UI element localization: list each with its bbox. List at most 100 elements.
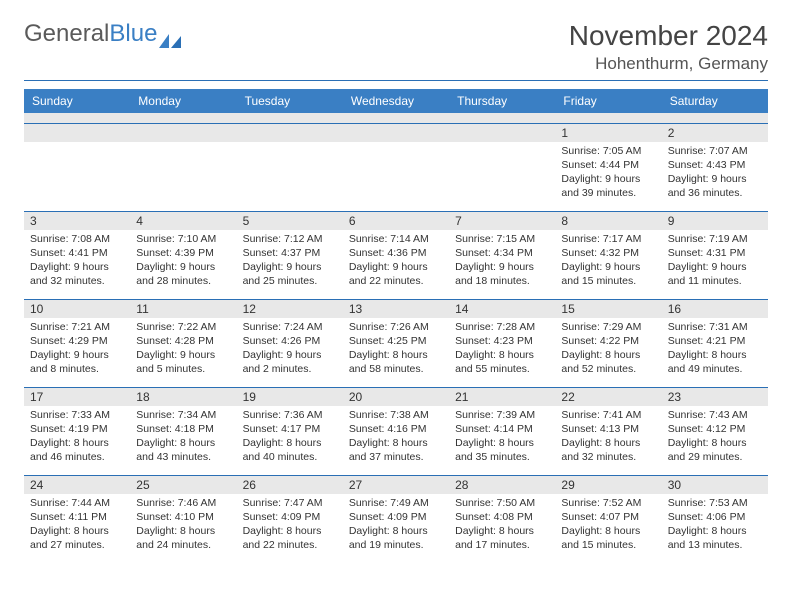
day-number: 8 [555, 212, 661, 230]
empty-cell [24, 123, 130, 211]
day-cell: 18Sunrise: 7:34 AMSunset: 4:18 PMDayligh… [130, 387, 236, 475]
day-info: Sunrise: 7:12 AMSunset: 4:37 PMDaylight:… [237, 230, 343, 293]
day-number: 9 [662, 212, 768, 230]
calendar-row: 10Sunrise: 7:21 AMSunset: 4:29 PMDayligh… [24, 299, 768, 387]
day-info: Sunrise: 7:44 AMSunset: 4:11 PMDaylight:… [24, 494, 130, 557]
brand-part1: General [24, 20, 109, 48]
day-info: Sunrise: 7:52 AMSunset: 4:07 PMDaylight:… [555, 494, 661, 557]
day-info: Sunrise: 7:46 AMSunset: 4:10 PMDaylight:… [130, 494, 236, 557]
day-info: Sunrise: 7:29 AMSunset: 4:22 PMDaylight:… [555, 318, 661, 381]
day-cell: 27Sunrise: 7:49 AMSunset: 4:09 PMDayligh… [343, 475, 449, 563]
day-cell: 5Sunrise: 7:12 AMSunset: 4:37 PMDaylight… [237, 211, 343, 299]
day-info: Sunrise: 7:19 AMSunset: 4:31 PMDaylight:… [662, 230, 768, 293]
calendar-row: 24Sunrise: 7:44 AMSunset: 4:11 PMDayligh… [24, 475, 768, 563]
day-cell: 1Sunrise: 7:05 AMSunset: 4:44 PMDaylight… [555, 123, 661, 211]
brand-part2: Blue [109, 20, 157, 48]
calendar-table: SundayMondayTuesdayWednesdayThursdayFrid… [24, 89, 768, 563]
title-block: November 2024 Hohenthurm, Germany [569, 20, 768, 74]
weekday-header: Sunday [24, 89, 130, 113]
day-cell: 10Sunrise: 7:21 AMSunset: 4:29 PMDayligh… [24, 299, 130, 387]
day-info: Sunrise: 7:36 AMSunset: 4:17 PMDaylight:… [237, 406, 343, 469]
day-info: Sunrise: 7:22 AMSunset: 4:28 PMDaylight:… [130, 318, 236, 381]
weekday-row: SundayMondayTuesdayWednesdayThursdayFrid… [24, 89, 768, 113]
weekday-header: Wednesday [343, 89, 449, 113]
day-cell: 14Sunrise: 7:28 AMSunset: 4:23 PMDayligh… [449, 299, 555, 387]
day-info: Sunrise: 7:10 AMSunset: 4:39 PMDaylight:… [130, 230, 236, 293]
day-number: 30 [662, 476, 768, 494]
day-number: 12 [237, 300, 343, 318]
day-cell: 7Sunrise: 7:15 AMSunset: 4:34 PMDaylight… [449, 211, 555, 299]
day-cell: 13Sunrise: 7:26 AMSunset: 4:25 PMDayligh… [343, 299, 449, 387]
day-info: Sunrise: 7:21 AMSunset: 4:29 PMDaylight:… [24, 318, 130, 381]
calendar-body: 1Sunrise: 7:05 AMSunset: 4:44 PMDaylight… [24, 113, 768, 563]
day-number-blank [24, 124, 130, 142]
calendar-row: 3Sunrise: 7:08 AMSunset: 4:41 PMDaylight… [24, 211, 768, 299]
day-info: Sunrise: 7:31 AMSunset: 4:21 PMDaylight:… [662, 318, 768, 381]
day-number: 21 [449, 388, 555, 406]
day-number: 24 [24, 476, 130, 494]
day-number: 18 [130, 388, 236, 406]
day-number-blank [449, 124, 555, 142]
day-number: 1 [555, 124, 661, 142]
day-cell: 22Sunrise: 7:41 AMSunset: 4:13 PMDayligh… [555, 387, 661, 475]
day-number: 23 [662, 388, 768, 406]
weekday-header: Monday [130, 89, 236, 113]
day-cell: 4Sunrise: 7:10 AMSunset: 4:39 PMDaylight… [130, 211, 236, 299]
day-info: Sunrise: 7:15 AMSunset: 4:34 PMDaylight:… [449, 230, 555, 293]
day-number: 26 [237, 476, 343, 494]
brand-logo: GeneralBlue [24, 20, 181, 48]
day-number: 13 [343, 300, 449, 318]
subheader-row [24, 113, 768, 123]
day-number: 27 [343, 476, 449, 494]
day-number: 2 [662, 124, 768, 142]
day-number: 6 [343, 212, 449, 230]
day-number: 28 [449, 476, 555, 494]
day-cell: 9Sunrise: 7:19 AMSunset: 4:31 PMDaylight… [662, 211, 768, 299]
day-info: Sunrise: 7:24 AMSunset: 4:26 PMDaylight:… [237, 318, 343, 381]
day-cell: 30Sunrise: 7:53 AMSunset: 4:06 PMDayligh… [662, 475, 768, 563]
empty-cell [237, 123, 343, 211]
calendar-head: SundayMondayTuesdayWednesdayThursdayFrid… [24, 89, 768, 113]
day-info: Sunrise: 7:34 AMSunset: 4:18 PMDaylight:… [130, 406, 236, 469]
month-title: November 2024 [569, 20, 768, 52]
day-info: Sunrise: 7:28 AMSunset: 4:23 PMDaylight:… [449, 318, 555, 381]
day-cell: 23Sunrise: 7:43 AMSunset: 4:12 PMDayligh… [662, 387, 768, 475]
empty-cell [449, 123, 555, 211]
day-info: Sunrise: 7:17 AMSunset: 4:32 PMDaylight:… [555, 230, 661, 293]
day-info: Sunrise: 7:39 AMSunset: 4:14 PMDaylight:… [449, 406, 555, 469]
day-info: Sunrise: 7:41 AMSunset: 4:13 PMDaylight:… [555, 406, 661, 469]
day-info: Sunrise: 7:43 AMSunset: 4:12 PMDaylight:… [662, 406, 768, 469]
weekday-header: Friday [555, 89, 661, 113]
weekday-header: Tuesday [237, 89, 343, 113]
sail-icon [159, 27, 181, 41]
day-number: 10 [24, 300, 130, 318]
subheader-cell [24, 113, 768, 123]
day-number-blank [343, 124, 449, 142]
day-cell: 17Sunrise: 7:33 AMSunset: 4:19 PMDayligh… [24, 387, 130, 475]
day-info: Sunrise: 7:05 AMSunset: 4:44 PMDaylight:… [555, 142, 661, 205]
day-number-blank [130, 124, 236, 142]
day-number: 19 [237, 388, 343, 406]
day-info: Sunrise: 7:07 AMSunset: 4:43 PMDaylight:… [662, 142, 768, 205]
header: GeneralBlue November 2024 Hohenthurm, Ge… [24, 20, 768, 81]
calendar-row: 1Sunrise: 7:05 AMSunset: 4:44 PMDaylight… [24, 123, 768, 211]
day-number: 14 [449, 300, 555, 318]
day-info: Sunrise: 7:26 AMSunset: 4:25 PMDaylight:… [343, 318, 449, 381]
day-number: 25 [130, 476, 236, 494]
day-cell: 20Sunrise: 7:38 AMSunset: 4:16 PMDayligh… [343, 387, 449, 475]
day-cell: 28Sunrise: 7:50 AMSunset: 4:08 PMDayligh… [449, 475, 555, 563]
day-cell: 21Sunrise: 7:39 AMSunset: 4:14 PMDayligh… [449, 387, 555, 475]
day-number: 20 [343, 388, 449, 406]
day-number: 11 [130, 300, 236, 318]
day-info: Sunrise: 7:53 AMSunset: 4:06 PMDaylight:… [662, 494, 768, 557]
day-cell: 26Sunrise: 7:47 AMSunset: 4:09 PMDayligh… [237, 475, 343, 563]
day-cell: 2Sunrise: 7:07 AMSunset: 4:43 PMDaylight… [662, 123, 768, 211]
day-cell: 6Sunrise: 7:14 AMSunset: 4:36 PMDaylight… [343, 211, 449, 299]
day-number: 15 [555, 300, 661, 318]
day-number: 4 [130, 212, 236, 230]
day-number: 16 [662, 300, 768, 318]
day-cell: 19Sunrise: 7:36 AMSunset: 4:17 PMDayligh… [237, 387, 343, 475]
empty-cell [343, 123, 449, 211]
day-info: Sunrise: 7:38 AMSunset: 4:16 PMDaylight:… [343, 406, 449, 469]
day-number: 17 [24, 388, 130, 406]
